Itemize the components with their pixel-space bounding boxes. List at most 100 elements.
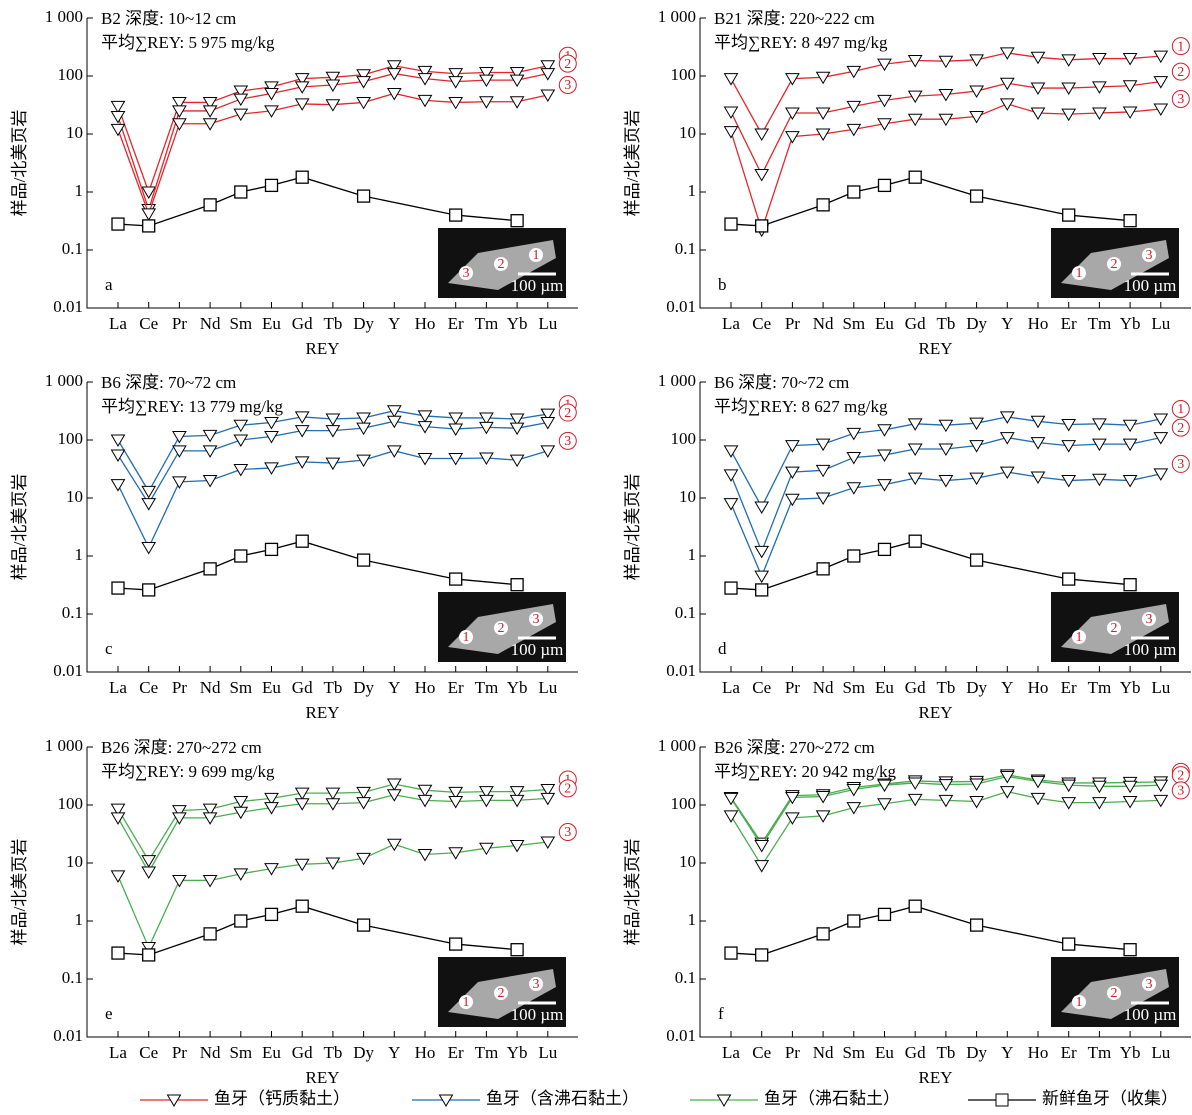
- panel-title: B6 深度: 70~72 cm: [101, 373, 236, 392]
- square-marker: [266, 908, 278, 920]
- square-marker: [143, 949, 155, 961]
- x-tick-label: Pr: [172, 678, 187, 697]
- x-axis-label: REY: [919, 703, 953, 722]
- x-tick-label: Pr: [785, 314, 800, 333]
- legend-marker: [996, 1094, 1008, 1106]
- square-marker: [1063, 573, 1075, 585]
- legend-label: 鱼牙（沸石黏土）: [764, 1089, 900, 1108]
- x-tick-label: Dy: [966, 1043, 987, 1062]
- y-tick-label: 1: [75, 545, 84, 564]
- triangle-marker: [449, 77, 462, 88]
- page: 0.010.11101001 000LaCePrNdSmEuGdTbDyYHoE…: [0, 0, 1192, 1115]
- panel-title: B26 深度: 270~272 cm: [101, 738, 262, 757]
- y-tick-label: 1 000: [658, 736, 696, 755]
- square-marker: [511, 944, 523, 956]
- triangle-marker: [1062, 476, 1075, 487]
- panel-subtitle: 平均∑REY: 8 627 mg/kg: [714, 397, 888, 416]
- x-tick-label: Y: [388, 314, 400, 333]
- y-axis-label: 样品/北美页岩: [623, 474, 642, 581]
- x-tick-label: Tm: [1088, 314, 1112, 333]
- triangle-marker: [326, 414, 339, 425]
- square-marker: [756, 949, 768, 961]
- panel-letter: e: [105, 1004, 113, 1023]
- y-tick-label: 100: [671, 794, 697, 813]
- x-tick-label: Tm: [1088, 678, 1112, 697]
- inset-spot-label: 1: [463, 995, 470, 1010]
- triangle-marker: [326, 458, 339, 469]
- x-tick-label: Sm: [842, 678, 865, 697]
- x-tick-label: Ce: [139, 678, 158, 697]
- x-axis-label: REY: [306, 703, 340, 722]
- square-marker: [235, 186, 247, 198]
- series-label: 2: [1177, 768, 1184, 783]
- panel-letter: f: [718, 1004, 724, 1023]
- x-tick-label: Gd: [292, 678, 313, 697]
- square-marker: [511, 579, 523, 591]
- x-tick-label: Ho: [415, 1043, 436, 1062]
- y-tick-label: 1 000: [45, 371, 83, 390]
- y-tick-label: 0.1: [675, 968, 696, 987]
- y-tick-label: 100: [58, 794, 84, 813]
- panel: 0.010.11101001 000LaCePrNdSmEuGdTbDyYHoE…: [623, 736, 1191, 1087]
- y-tick-label: 10: [679, 852, 696, 871]
- triangle-marker: [541, 446, 554, 457]
- inset-spot-label: 3: [1146, 977, 1153, 992]
- triangle-marker: [234, 465, 247, 476]
- x-tick-label: Lu: [538, 1043, 557, 1062]
- y-tick-label: 100: [58, 65, 84, 84]
- x-tick-label: Eu: [262, 1043, 281, 1062]
- x-tick-label: Gd: [905, 314, 926, 333]
- x-tick-label: Eu: [875, 678, 894, 697]
- square-marker: [1063, 938, 1075, 950]
- panel: 0.010.11101001 000LaCePrNdSmEuGdTbDyYHoE…: [10, 371, 578, 722]
- x-tick-label: La: [722, 1043, 740, 1062]
- series-label: 3: [1177, 92, 1184, 107]
- x-tick-label: Ce: [752, 314, 771, 333]
- square-marker: [112, 218, 124, 230]
- x-tick-label: Tb: [323, 678, 342, 697]
- x-tick-label: Er: [1061, 314, 1077, 333]
- inset-spot-label: 3: [463, 266, 470, 281]
- triangle-marker: [725, 470, 738, 481]
- inset-scale-label: 100 µm: [1124, 276, 1177, 295]
- square-marker: [266, 179, 278, 191]
- square-marker: [971, 554, 983, 566]
- y-tick-label: 1 000: [658, 371, 696, 390]
- triangle-marker: [786, 441, 799, 452]
- x-tick-label: Ho: [415, 678, 436, 697]
- x-tick-label: Sm: [229, 1043, 252, 1062]
- x-tick-label: Yb: [1120, 678, 1141, 697]
- triangle-marker: [786, 467, 799, 478]
- triangle-marker: [755, 129, 768, 140]
- x-tick-label: Y: [1001, 678, 1013, 697]
- x-tick-label: Tb: [323, 1043, 342, 1062]
- triangle-marker: [142, 867, 155, 878]
- x-tick-label: Lu: [538, 314, 557, 333]
- y-tick-label: 100: [671, 429, 697, 448]
- series-line: [731, 472, 1161, 576]
- square-marker: [756, 584, 768, 596]
- x-tick-label: Er: [1061, 678, 1077, 697]
- square-marker: [879, 179, 891, 191]
- triangle-marker: [786, 494, 799, 505]
- square-marker: [725, 582, 737, 594]
- triangle-marker: [112, 480, 125, 491]
- x-tick-label: Pr: [785, 678, 800, 697]
- x-tick-label: Tb: [323, 314, 342, 333]
- triangle-marker: [173, 477, 186, 488]
- x-tick-label: Sm: [229, 314, 252, 333]
- y-tick-label: 0.1: [62, 239, 83, 258]
- x-tick-label: Yb: [507, 678, 528, 697]
- triangle-marker: [1062, 441, 1075, 452]
- x-tick-label: La: [722, 678, 740, 697]
- x-tick-label: Gd: [905, 678, 926, 697]
- square-marker: [511, 215, 523, 227]
- legend-label: 鱼牙（钙质黏土）: [214, 1089, 350, 1108]
- x-tick-label: Eu: [875, 314, 894, 333]
- y-tick-label: 1 000: [45, 7, 83, 26]
- square-marker: [879, 543, 891, 555]
- square-marker: [1124, 215, 1136, 227]
- inset-scale-label: 100 µm: [1124, 640, 1177, 659]
- y-tick-label: 0.01: [666, 1026, 696, 1045]
